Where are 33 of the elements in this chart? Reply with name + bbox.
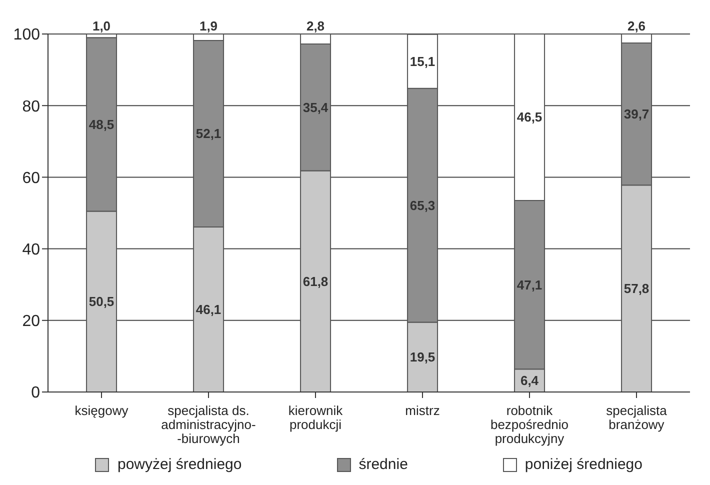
- x-tick-label: księgowy: [74, 403, 129, 418]
- y-tick-label: 40: [22, 241, 40, 258]
- data-label: 6,4: [520, 373, 540, 388]
- y-tick-label: 0: [31, 384, 40, 402]
- data-label: 61,8: [302, 274, 328, 289]
- data-label: 2,8: [306, 18, 325, 34]
- y-tick-label: 80: [22, 98, 40, 116]
- data-label: 1,9: [199, 18, 218, 34]
- data-label: 46,5: [516, 110, 542, 125]
- data-label: 19,5: [410, 350, 436, 365]
- data-label: 47,1: [516, 277, 542, 292]
- x-tick-label: mistrz: [405, 403, 440, 418]
- data-label: 65,3: [410, 198, 436, 213]
- data-label: 15,1: [410, 54, 436, 69]
- x-tick-label: robotnik bezpośrednio produkcyjny: [490, 403, 569, 446]
- data-label: 46,1: [196, 302, 222, 317]
- legend-label: poniżej średniego: [524, 456, 642, 473]
- legend-label: powyżej średniego: [117, 456, 242, 473]
- y-tick-label: 100: [13, 26, 40, 44]
- x-tick-label: specjalista branżowy: [606, 403, 668, 432]
- data-label: 48,5: [88, 116, 114, 132]
- data-label: 52,1: [196, 126, 222, 142]
- data-label: 2,6: [627, 18, 646, 34]
- x-tick-label: specjalista ds. administracyjno- -biurowych: [161, 403, 256, 446]
- legend-label: średnie: [358, 456, 408, 473]
- data-label: 39,7: [624, 106, 650, 122]
- y-tick-label: 60: [22, 170, 40, 187]
- x-tick-label: kierownik produkcji: [288, 403, 344, 432]
- data-label: 1,0: [92, 18, 111, 34]
- data-label: 50,5: [88, 294, 114, 310]
- y-tick-label: 20: [22, 313, 40, 330]
- data-label: 57,8: [624, 281, 650, 296]
- data-label: 35,4: [302, 100, 329, 115]
